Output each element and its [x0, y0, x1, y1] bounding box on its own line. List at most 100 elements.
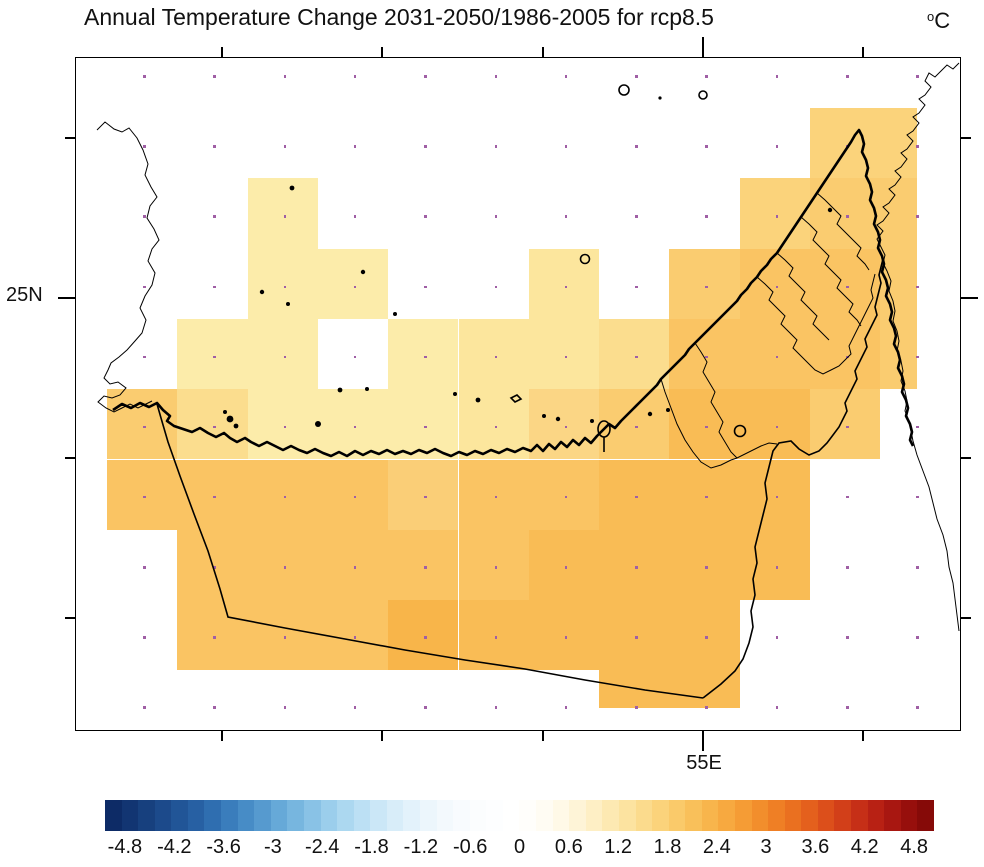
grid-point-dot	[564, 215, 568, 218]
colorbar-segment	[701, 800, 719, 831]
qatar-coastline	[96, 121, 160, 413]
grid-point-dot	[143, 636, 146, 639]
grid-point-dot	[213, 425, 216, 429]
temperature-cell	[739, 318, 810, 390]
grid-point-dot	[353, 495, 357, 499]
grid-point-dot	[424, 355, 427, 359]
temperature-cell	[528, 248, 600, 319]
colorbar-segment	[751, 800, 769, 831]
grid-point-dot	[705, 215, 708, 218]
colorbar-segment	[221, 800, 238, 831]
grid-point-dot	[353, 285, 357, 288]
grid-point-dot	[353, 425, 357, 429]
temperature-cell	[528, 529, 600, 601]
units-letter: C	[934, 8, 951, 33]
temperature-cell	[177, 459, 248, 530]
grid-point-dot	[143, 566, 146, 569]
grid-point-dot	[353, 355, 357, 359]
temperature-cell	[458, 318, 529, 390]
temperature-cell	[177, 318, 248, 390]
grid-point-dot	[494, 355, 497, 359]
colorbar-segment	[171, 800, 188, 831]
colorbar-tick-label: 3	[760, 836, 772, 858]
axis-tick	[65, 137, 75, 139]
colorbar-segment	[552, 800, 570, 831]
grid-point-dot	[494, 425, 497, 429]
temperature-cell	[177, 600, 248, 671]
grid-point-dot	[564, 425, 568, 429]
emirate-border	[694, 342, 778, 459]
grid-point-dot	[705, 636, 708, 639]
grid-point-layer	[76, 58, 960, 730]
grid-point-dot	[494, 215, 497, 218]
colorbar-tick-label: -4.2	[157, 836, 192, 858]
temperature-cell	[669, 529, 740, 601]
colorbar-tick-label: -1.8	[354, 836, 389, 858]
grid-point-dot	[916, 495, 919, 499]
colorbar-segment	[569, 800, 586, 831]
grid-point-dot	[213, 566, 216, 569]
colorbar-segment	[768, 800, 785, 831]
grid-point-dot	[705, 425, 708, 429]
grid-point-dot	[916, 145, 919, 148]
grid-point-dot	[846, 425, 849, 429]
colorbar-segment	[287, 800, 304, 831]
temperature-cell	[528, 318, 600, 390]
grid-point-dot	[705, 706, 708, 709]
temperature-cell	[739, 459, 810, 530]
grid-point-dot	[353, 636, 357, 639]
colorbar-tick-label: -3.6	[206, 836, 241, 858]
grid-point-dot	[635, 75, 638, 78]
grid-point-dot	[564, 285, 568, 288]
colorbar-segment	[602, 800, 619, 831]
colorbar-segment	[403, 800, 420, 831]
grid-point-dot	[635, 566, 638, 569]
colorbar-tick-label: -2.4	[304, 836, 340, 858]
temperature-cell	[810, 178, 881, 249]
colorbar-tick-label: 1.2	[604, 836, 632, 858]
grid-point-dot	[635, 636, 638, 639]
grid-point-dot	[494, 145, 497, 148]
colorbar-segment	[884, 800, 901, 831]
colorbar-segment	[337, 800, 354, 831]
colorbar-tick-label: 0	[513, 836, 526, 858]
grid-point-dot	[635, 215, 638, 218]
grid-point-dot	[213, 285, 216, 288]
grid-point-dot	[705, 566, 708, 569]
uae-oman-border	[702, 258, 884, 699]
grid-point-dot	[143, 425, 146, 429]
grid-point-dot	[353, 145, 357, 148]
temperature-cell	[317, 389, 389, 460]
temperature-cell	[317, 529, 389, 601]
colorbar-segment	[635, 800, 653, 831]
grid-point-dot	[494, 285, 497, 288]
colorbar-segment	[105, 800, 122, 831]
grid-point-dot	[424, 636, 427, 639]
axis-tick	[65, 617, 75, 619]
grid-point-dot	[635, 706, 638, 709]
grid-point-dot	[846, 495, 849, 499]
temperature-cell	[880, 178, 917, 249]
grid-point-dot	[143, 495, 146, 499]
grid-point-dot	[635, 355, 638, 359]
grid-point-dot	[213, 636, 216, 639]
colorbar-segment	[519, 800, 537, 831]
colorbar-segment	[834, 800, 852, 831]
grid-point-dot	[775, 706, 779, 709]
temperature-cell	[317, 459, 389, 530]
grid-point-dot	[424, 706, 427, 709]
grid-point-dot	[564, 636, 568, 639]
emirate-border	[776, 252, 830, 341]
colorbar-segment	[270, 800, 288, 831]
axis-tick	[961, 137, 971, 139]
grid-point-dot	[705, 75, 708, 78]
colorbar-segment	[685, 800, 702, 831]
temperature-cell	[247, 600, 318, 671]
grid-point-dot	[846, 355, 849, 359]
plot-title: Annual Temperature Change 2031-2050/1986…	[84, 4, 714, 30]
x-axis-tick-label: 55E	[686, 752, 722, 774]
colorbar-tick-label: -1.2	[403, 836, 439, 858]
temperature-cell	[739, 178, 810, 249]
axis-tick	[961, 297, 978, 299]
grid-point-dot	[213, 75, 216, 78]
